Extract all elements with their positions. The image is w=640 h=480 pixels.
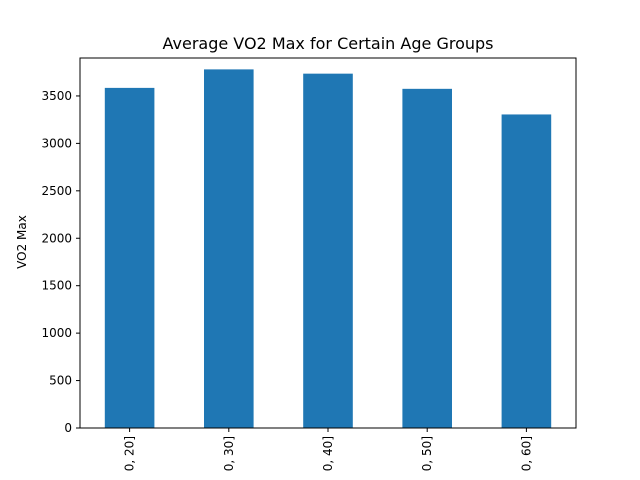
x-tick-label: 0, 50] <box>420 436 434 471</box>
x-axis-ticks: 0, 20] 0, 30] 0, 40] 0, 50] 0, 60] <box>123 428 533 471</box>
y-axis-ticks: 0 500 1000 1500 2000 2500 3000 3500 <box>41 89 80 435</box>
bar-2 <box>204 69 254 428</box>
y-tick-label: 3000 <box>41 136 72 150</box>
y-tick-label: 2000 <box>41 231 72 245</box>
y-axis-label: VO2 Max <box>15 215 29 269</box>
bars-group <box>104 69 552 429</box>
y-tick-label: 3500 <box>41 89 72 103</box>
plot-frame <box>79 57 577 429</box>
bar-1 <box>104 87 155 428</box>
bar-5 <box>501 114 552 428</box>
bar-3 <box>303 73 353 429</box>
x-tick-label: 0, 30] <box>222 436 236 471</box>
y-tick-label: 2500 <box>41 184 72 198</box>
bar-4 <box>402 88 452 428</box>
y-tick-label: 1000 <box>41 326 72 340</box>
y-tick-label: 1500 <box>41 279 72 293</box>
x-tick-label: 0, 60] <box>519 436 533 471</box>
chart-title: Average VO2 Max for Certain Age Groups <box>163 34 494 53</box>
y-tick-label: 500 <box>49 374 72 388</box>
x-tick-label: 0, 20] <box>123 436 137 471</box>
y-tick-label: 0 <box>64 421 72 435</box>
x-tick-label: 0, 40] <box>321 436 335 471</box>
